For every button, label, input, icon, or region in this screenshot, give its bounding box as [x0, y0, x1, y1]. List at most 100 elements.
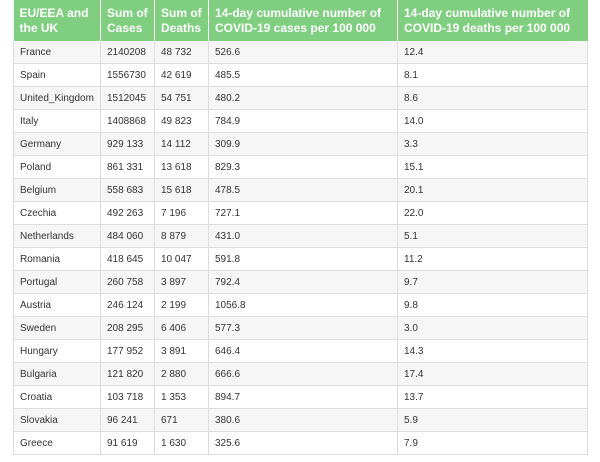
deaths-per-100k-cell: 8.1: [397, 63, 588, 87]
deaths-per-100k-cell: 9.8: [397, 293, 588, 317]
table-row: Spain 1556730 42 619 485.5 8.1: [13, 63, 588, 87]
deaths-per-100k-cell: 11.2: [397, 247, 588, 271]
table-row: Netherlands 484 060 8 879 431.0 5.1: [13, 224, 588, 248]
cases-per-100k-cell: 727.1: [208, 201, 398, 225]
table-body: France 2140208 48 732 526.6 12.4 Spain 1556730…: [13, 41, 588, 455]
sum-cases-cell: 96 241: [100, 408, 155, 432]
sum-deaths-cell: 2 880: [154, 362, 209, 386]
table-row: Czechia 492 263 7 196 727.1 22.0: [13, 201, 588, 225]
table-row: Bulgaria 121 820 2 880 666.6 17.4: [13, 362, 588, 386]
country-cell: Italy: [13, 109, 101, 133]
country-cell: Sweden: [13, 316, 101, 340]
country-cell: Hungary: [13, 339, 101, 363]
sum-deaths-cell: 7 196: [154, 201, 209, 225]
sum-deaths-cell: 42 619: [154, 63, 209, 87]
country-cell: Germany: [13, 132, 101, 156]
cases-per-100k-cell: 485.5: [208, 63, 398, 87]
table-row: United_Kingdom 1512045 54 751 480.2 8.6: [13, 86, 588, 110]
covid-data-table: EU/EEA and the UK Sum of Cases Sum of De…: [13, 0, 588, 455]
header-row: EU/EEA and the UK Sum of Cases Sum of De…: [13, 0, 588, 41]
deaths-per-100k-cell: 7.9: [397, 431, 588, 455]
deaths-per-100k-cell: 12.4: [397, 41, 588, 64]
country-cell: Croatia: [13, 385, 101, 409]
table-row: Italy 1408868 49 823 784.9 14.0: [13, 109, 588, 133]
table-row: Croatia 103 718 1 353 894.7 13.7: [13, 385, 588, 409]
sum-deaths-cell: 54 751: [154, 86, 209, 110]
sum-deaths-cell: 14 112: [154, 132, 209, 156]
sum-cases-cell: 121 820: [100, 362, 155, 386]
sum-deaths-cell: 15 618: [154, 178, 209, 202]
cases-per-100k-cell: 325.6: [208, 431, 398, 455]
table-row: Belgium 558 683 15 618 478.5 20.1: [13, 178, 588, 202]
sum-cases-cell: 1556730: [100, 63, 155, 87]
cases-per-100k-cell: 526.6: [208, 41, 398, 64]
deaths-per-100k-cell: 14.3: [397, 339, 588, 363]
sum-deaths-cell: 13 618: [154, 155, 209, 179]
cases-per-100k-cell: 894.7: [208, 385, 398, 409]
deaths-per-100k-cell: 9.7: [397, 270, 588, 294]
deaths-per-100k-cell: 5.1: [397, 224, 588, 248]
sum-cases-cell: 484 060: [100, 224, 155, 248]
deaths-per-100k-cell: 17.4: [397, 362, 588, 386]
country-cell: Belgium: [13, 178, 101, 202]
table-row: Slovakia 96 241 671 380.6 5.9: [13, 408, 588, 432]
cases-per-100k-cell: 591.8: [208, 247, 398, 271]
cases-per-100k-cell: 478.5: [208, 178, 398, 202]
sum-deaths-cell: 1 353: [154, 385, 209, 409]
table-row: Greece 91 619 1 630 325.6 7.9: [13, 431, 588, 455]
table-row: Germany 929 133 14 112 309.9 3.3: [13, 132, 588, 156]
sum-cases-cell: 929 133: [100, 132, 155, 156]
country-cell: United_Kingdom: [13, 86, 101, 110]
header-deaths-per-100k[interactable]: 14-day cumulative number of COVID-19 dea…: [397, 0, 588, 41]
sum-cases-cell: 1408868: [100, 109, 155, 133]
sum-deaths-cell: 3 897: [154, 270, 209, 294]
cases-per-100k-cell: 431.0: [208, 224, 398, 248]
sum-cases-cell: 246 124: [100, 293, 155, 317]
sum-deaths-cell: 6 406: [154, 316, 209, 340]
country-cell: Portugal: [13, 270, 101, 294]
cases-per-100k-cell: 480.2: [208, 86, 398, 110]
sum-cases-cell: 103 718: [100, 385, 155, 409]
cases-per-100k-cell: 666.6: [208, 362, 398, 386]
deaths-per-100k-cell: 15.1: [397, 155, 588, 179]
cases-per-100k-cell: 309.9: [208, 132, 398, 156]
deaths-per-100k-cell: 20.1: [397, 178, 588, 202]
cases-per-100k-cell: 784.9: [208, 109, 398, 133]
country-cell: Bulgaria: [13, 362, 101, 386]
sum-deaths-cell: 671: [154, 408, 209, 432]
country-cell: Spain: [13, 63, 101, 87]
cases-per-100k-cell: 792.4: [208, 270, 398, 294]
sum-cases-cell: 1512045: [100, 86, 155, 110]
deaths-per-100k-cell: 5.9: [397, 408, 588, 432]
sum-deaths-cell: 48 732: [154, 41, 209, 64]
sum-deaths-cell: 10 047: [154, 247, 209, 271]
sum-cases-cell: 177 952: [100, 339, 155, 363]
deaths-per-100k-cell: 8.6: [397, 86, 588, 110]
country-cell: Greece: [13, 431, 101, 455]
header-sum-deaths[interactable]: Sum of Deaths: [154, 0, 209, 41]
deaths-per-100k-cell: 3.0: [397, 316, 588, 340]
cases-per-100k-cell: 829.3: [208, 155, 398, 179]
country-cell: Czechia: [13, 201, 101, 225]
cases-per-100k-cell: 380.6: [208, 408, 398, 432]
sum-cases-cell: 91 619: [100, 431, 155, 455]
deaths-per-100k-cell: 14.0: [397, 109, 588, 133]
deaths-per-100k-cell: 3.3: [397, 132, 588, 156]
sum-cases-cell: 418 645: [100, 247, 155, 271]
cases-per-100k-cell: 1056.8: [208, 293, 398, 317]
sum-cases-cell: 208 295: [100, 316, 155, 340]
header-cases-per-100k[interactable]: 14-day cumulative number of COVID-19 cas…: [208, 0, 398, 41]
sum-deaths-cell: 8 879: [154, 224, 209, 248]
table-header: EU/EEA and the UK Sum of Cases Sum of De…: [13, 0, 588, 41]
header-country[interactable]: EU/EEA and the UK: [13, 0, 101, 41]
sum-deaths-cell: 3 891: [154, 339, 209, 363]
covid-table-container: EU/EEA and the UK Sum of Cases Sum of De…: [13, 0, 588, 455]
country-cell: Austria: [13, 293, 101, 317]
sum-cases-cell: 492 263: [100, 201, 155, 225]
sum-cases-cell: 861 331: [100, 155, 155, 179]
header-sum-cases[interactable]: Sum of Cases: [100, 0, 155, 41]
table-row: Romania 418 645 10 047 591.8 11.2: [13, 247, 588, 271]
table-row: Austria 246 124 2 199 1056.8 9.8: [13, 293, 588, 317]
country-cell: Slovakia: [13, 408, 101, 432]
sum-cases-cell: 558 683: [100, 178, 155, 202]
